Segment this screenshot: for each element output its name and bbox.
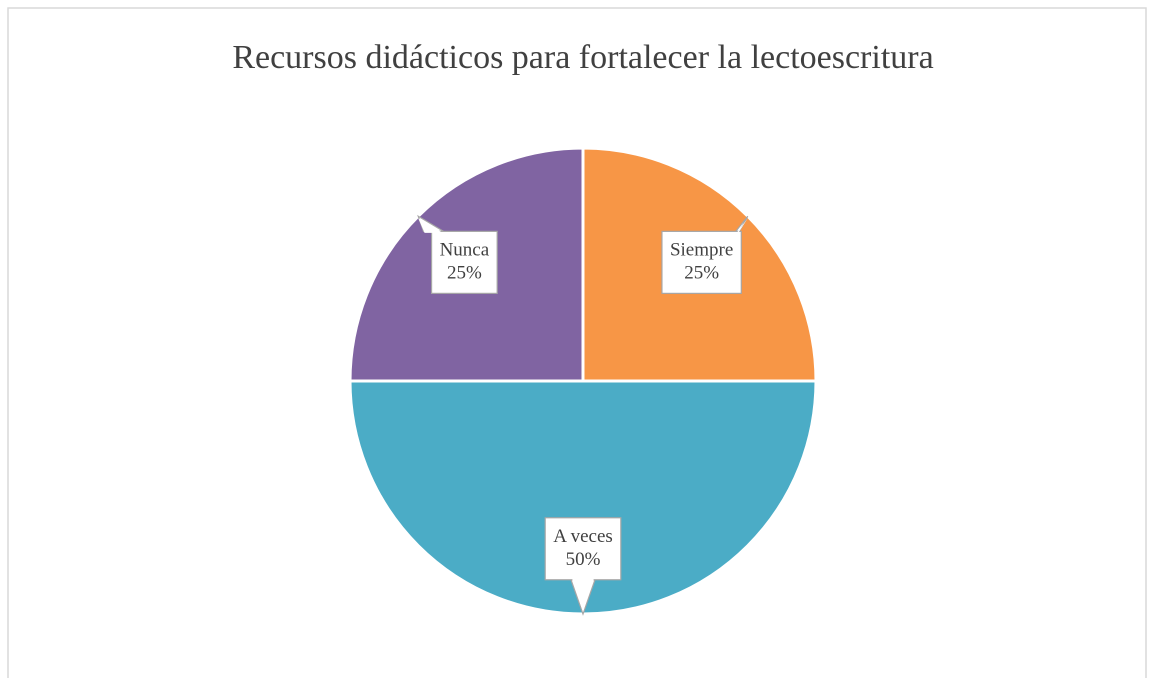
data-label-name: A veces: [553, 526, 613, 547]
callout-seam: [418, 218, 443, 233]
callout-seam: [736, 218, 748, 233]
data-label-value: 50%: [566, 549, 601, 570]
chart-frame: [7, 7, 1147, 678]
data-label-name: Siempre: [670, 240, 733, 261]
data-label-name: Nunca: [440, 240, 490, 261]
chart-title: Recursos didácticos para fortalecer la l…: [232, 39, 933, 76]
data-label-value: 25%: [684, 263, 719, 284]
callout-seam: [572, 578, 594, 612]
callout-box: [430, 230, 498, 294]
data-label-value: 25%: [447, 263, 482, 284]
callout-box: [661, 230, 742, 294]
